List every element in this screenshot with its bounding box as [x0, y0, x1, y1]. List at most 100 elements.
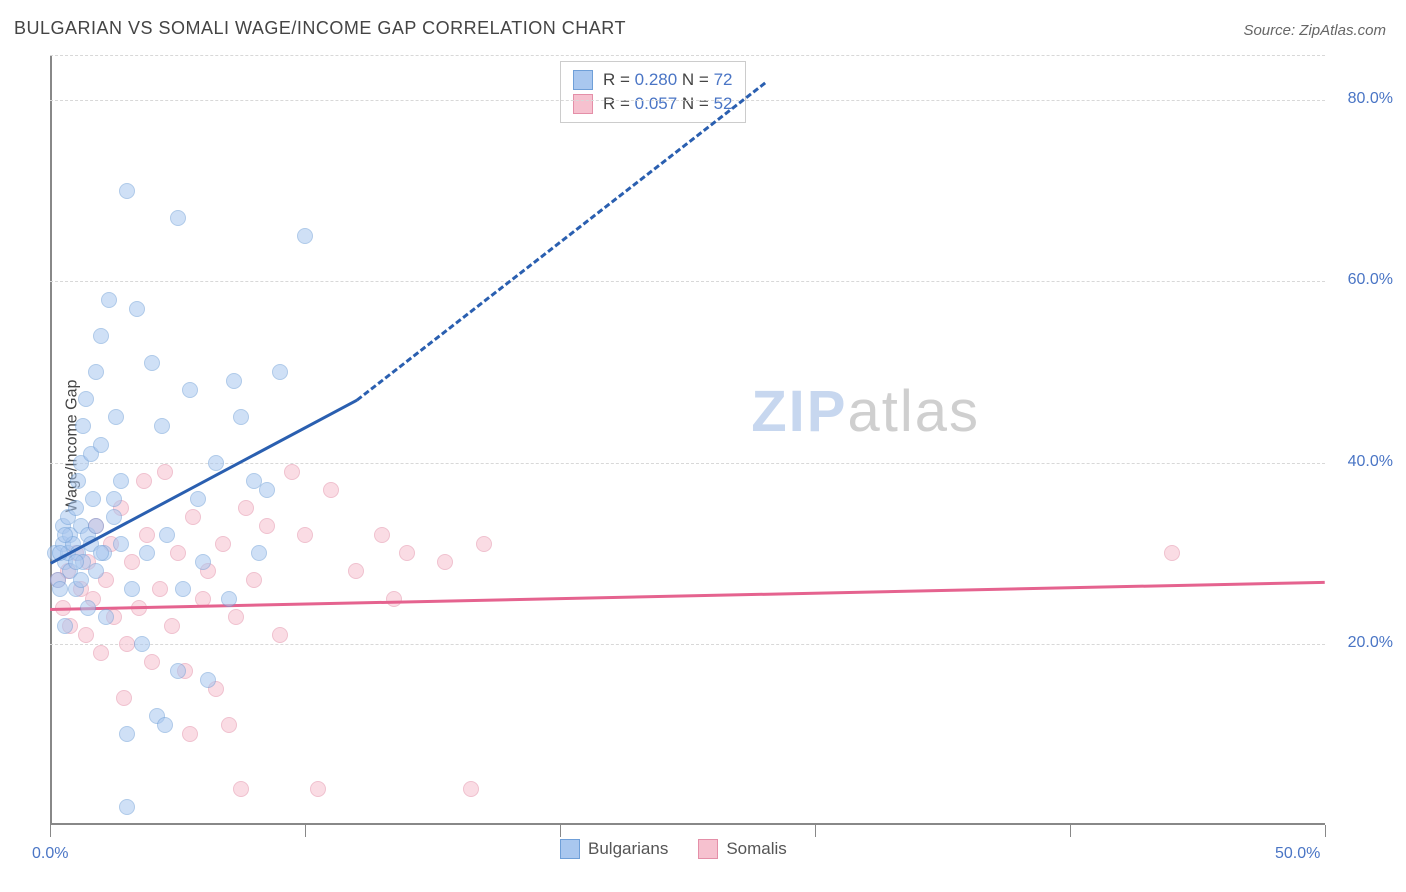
data-point-bulgarians — [190, 491, 206, 507]
data-point-bulgarians — [73, 572, 89, 588]
data-point-bulgarians — [108, 409, 124, 425]
data-point-bulgarians — [119, 799, 135, 815]
data-point-bulgarians — [80, 600, 96, 616]
legend-label: Bulgarians — [588, 839, 668, 859]
data-point-bulgarians — [175, 581, 191, 597]
data-point-bulgarians — [88, 364, 104, 380]
legend-swatch — [573, 94, 593, 114]
data-point-bulgarians — [57, 618, 73, 634]
x-tick — [1070, 825, 1071, 837]
data-point-somalis — [152, 581, 168, 597]
data-point-bulgarians — [259, 482, 275, 498]
y-tick-label: 20.0% — [1348, 634, 1393, 652]
source-attribution: Source: ZipAtlas.com — [1243, 22, 1386, 39]
data-point-bulgarians — [93, 437, 109, 453]
data-point-bulgarians — [88, 518, 104, 534]
data-point-bulgarians — [85, 491, 101, 507]
data-point-somalis — [323, 482, 339, 498]
data-point-bulgarians — [139, 545, 155, 561]
stat-label: R = 0.057 N = 52 — [603, 94, 733, 114]
data-point-bulgarians — [113, 536, 129, 552]
gridline-h — [50, 644, 1325, 645]
data-point-bulgarians — [170, 210, 186, 226]
data-point-bulgarians — [182, 382, 198, 398]
series-legend: Bulgarians Somalis — [560, 839, 787, 859]
data-point-somalis — [228, 609, 244, 625]
data-point-bulgarians — [157, 717, 173, 733]
chart-title: BULGARIAN VS SOMALI WAGE/INCOME GAP CORR… — [14, 18, 626, 39]
data-point-bulgarians — [78, 391, 94, 407]
data-point-somalis — [116, 690, 132, 706]
data-point-somalis — [182, 726, 198, 742]
data-point-somalis — [185, 509, 201, 525]
data-point-somalis — [238, 500, 254, 516]
data-point-bulgarians — [68, 554, 84, 570]
data-point-somalis — [1164, 545, 1180, 561]
gridline-h — [50, 55, 1325, 56]
y-tick-label: 40.0% — [1348, 453, 1393, 471]
x-axis — [50, 823, 1325, 825]
data-point-bulgarians — [106, 509, 122, 525]
data-point-bulgarians — [159, 527, 175, 543]
data-point-bulgarians — [113, 473, 129, 489]
data-point-somalis — [284, 464, 300, 480]
x-tick-label: 0.0% — [32, 845, 68, 863]
data-point-bulgarians — [208, 455, 224, 471]
data-point-bulgarians — [154, 418, 170, 434]
data-point-somalis — [437, 554, 453, 570]
data-point-somalis — [310, 781, 326, 797]
legend-item-bulgarians: Bulgarians — [560, 839, 668, 859]
data-point-somalis — [157, 464, 173, 480]
data-point-somalis — [221, 717, 237, 733]
x-tick — [560, 825, 561, 837]
x-tick — [1325, 825, 1326, 837]
data-point-bulgarians — [200, 672, 216, 688]
data-point-bulgarians — [70, 473, 86, 489]
data-point-bulgarians — [251, 545, 267, 561]
data-point-somalis — [215, 536, 231, 552]
data-point-somalis — [144, 654, 160, 670]
data-point-bulgarians — [52, 581, 68, 597]
stat-label: R = 0.280 N = 72 — [603, 70, 733, 90]
data-point-bulgarians — [101, 292, 117, 308]
y-tick-label: 60.0% — [1348, 271, 1393, 289]
data-point-bulgarians — [226, 373, 242, 389]
data-point-bulgarians — [98, 609, 114, 625]
legend-swatch — [560, 839, 580, 859]
data-point-somalis — [119, 636, 135, 652]
legend-swatch — [698, 839, 718, 859]
trend-line — [356, 82, 766, 401]
data-point-bulgarians — [144, 355, 160, 371]
data-point-somalis — [93, 645, 109, 661]
data-point-somalis — [463, 781, 479, 797]
data-point-somalis — [246, 572, 262, 588]
data-point-bulgarians — [134, 636, 150, 652]
plot-area: ZIPatlas R = 0.280 N = 72 R = 0.057 N = 5… — [50, 55, 1325, 825]
data-point-somalis — [386, 591, 402, 607]
data-point-somalis — [259, 518, 275, 534]
data-point-bulgarians — [221, 591, 237, 607]
x-tick — [815, 825, 816, 837]
correlation-chart: BULGARIAN VS SOMALI WAGE/INCOME GAP CORR… — [0, 0, 1406, 892]
data-point-bulgarians — [170, 663, 186, 679]
data-point-bulgarians — [106, 491, 122, 507]
data-point-somalis — [170, 545, 186, 561]
x-tick — [305, 825, 306, 837]
watermark: ZIPatlas — [751, 378, 980, 445]
data-point-bulgarians — [233, 409, 249, 425]
data-point-bulgarians — [297, 228, 313, 244]
data-point-bulgarians — [68, 500, 84, 516]
data-point-bulgarians — [93, 545, 109, 561]
data-point-somalis — [78, 627, 94, 643]
data-point-somalis — [272, 627, 288, 643]
legend-item-somalis: Somalis — [698, 839, 786, 859]
y-axis — [50, 55, 52, 825]
x-tick — [50, 825, 51, 837]
data-point-somalis — [139, 527, 155, 543]
data-point-somalis — [476, 536, 492, 552]
data-point-somalis — [233, 781, 249, 797]
data-point-somalis — [136, 473, 152, 489]
stats-row: R = 0.057 N = 52 — [573, 92, 733, 116]
legend-label: Somalis — [726, 839, 786, 859]
data-point-bulgarians — [93, 328, 109, 344]
